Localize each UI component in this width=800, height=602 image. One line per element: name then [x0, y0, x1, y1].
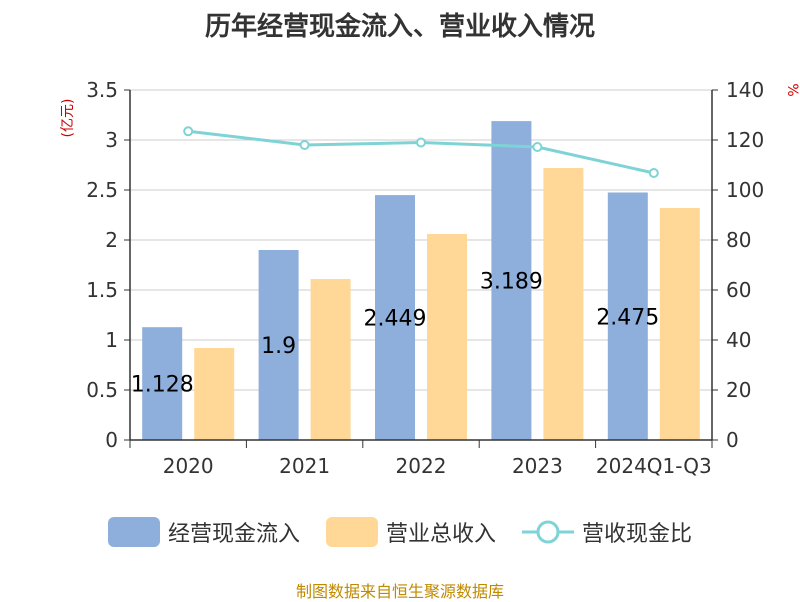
ratio-point — [648, 168, 659, 178]
ratio-point — [299, 140, 310, 150]
bar-revenue — [310, 279, 351, 440]
data-label-cash-inflow: 1.128 — [131, 373, 194, 398]
bar-revenue — [194, 348, 235, 440]
bar-cash-inflow — [258, 250, 299, 440]
ratio-point — [183, 126, 194, 137]
bar-cash-inflow — [375, 195, 415, 440]
left-tick-label: 0.5 — [86, 378, 118, 402]
data-label-cash-inflow: 1.9 — [261, 334, 296, 359]
right-tick-label: 60 — [726, 278, 751, 302]
bar-cash-inflow — [607, 192, 648, 440]
right-tick-label: 80 — [726, 228, 751, 252]
right-tick-label: 20 — [726, 378, 751, 402]
right-tick-label: 120 — [726, 128, 764, 152]
chart-canvas: 0 0.5 1 1.5 2 2.5 3 3.5 0 20 40 60 80 100 120 140 2020 20… — [60, 78, 800, 478]
data-labels: 1.128 1.9 2.449 3.189 2.475 — [131, 270, 660, 398]
bar-revenue — [427, 234, 467, 440]
x-tick-label: 2021 — [279, 454, 330, 478]
left-tick-label: 2 — [105, 228, 118, 252]
left-tick-label: 1.5 — [86, 278, 118, 302]
legend: 经营现金流入 营业总收入 营收现金比 — [0, 516, 800, 548]
ratio-point — [532, 142, 543, 152]
legend-item-revenue[interactable]: 营业总收入 — [325, 516, 496, 548]
right-tick-label: 40 — [726, 328, 751, 352]
right-axis-unit: % — [784, 83, 800, 96]
legend-swatch-revenue — [325, 517, 378, 547]
right-tick-label: 140 — [726, 78, 764, 102]
bar-cash-inflow — [142, 327, 183, 440]
source-footer: 制图数据来自恒生聚源数据库 — [295, 582, 504, 601]
chart-title: 历年经营现金流入、营业收入情况 — [204, 12, 595, 42]
legend-item-cash-inflow[interactable]: 经营现金流入 — [107, 516, 300, 548]
x-tick-label: 2022 — [396, 454, 447, 478]
legend-swatch-ratio — [522, 520, 574, 544]
x-tick-label: 2024Q1-Q3 — [596, 454, 712, 478]
left-tick-label: 1 — [105, 328, 118, 352]
data-label-cash-inflow: 2.475 — [596, 305, 659, 330]
data-label-cash-inflow: 3.189 — [480, 270, 543, 295]
left-axis-unit: (亿元) — [60, 99, 76, 138]
left-tick-label: 3 — [105, 128, 118, 152]
legend-item-ratio[interactable]: 营收现金比 — [522, 516, 692, 548]
bar-revenue — [543, 168, 584, 440]
bar-cash-inflow — [491, 121, 532, 440]
legend-label-revenue: 营业总收入 — [385, 522, 496, 547]
data-label-cash-inflow: 2.449 — [364, 307, 427, 332]
bar-series — [142, 121, 700, 440]
x-tick-label: 2023 — [512, 454, 563, 478]
right-tick-label: 100 — [726, 178, 764, 202]
legend-label-cash-inflow: 经营现金流入 — [167, 522, 300, 547]
left-tick-label: 2.5 — [86, 178, 118, 202]
legend-label-ratio: 营收现金比 — [582, 522, 693, 547]
x-tick-label: 2020 — [163, 454, 214, 478]
legend-swatch-cash-inflow — [107, 517, 160, 547]
bar-revenue — [659, 208, 700, 440]
left-tick-label: 0 — [105, 428, 118, 452]
right-tick-label: 0 — [726, 428, 739, 452]
ratio-line-series — [183, 126, 659, 178]
ratio-point — [416, 137, 426, 148]
left-tick-label: 3.5 — [86, 78, 118, 102]
axes: 0 0.5 1 1.5 2 2.5 3 3.5 0 20 40 60 80 100 120 140 2020 20… — [86, 78, 764, 478]
